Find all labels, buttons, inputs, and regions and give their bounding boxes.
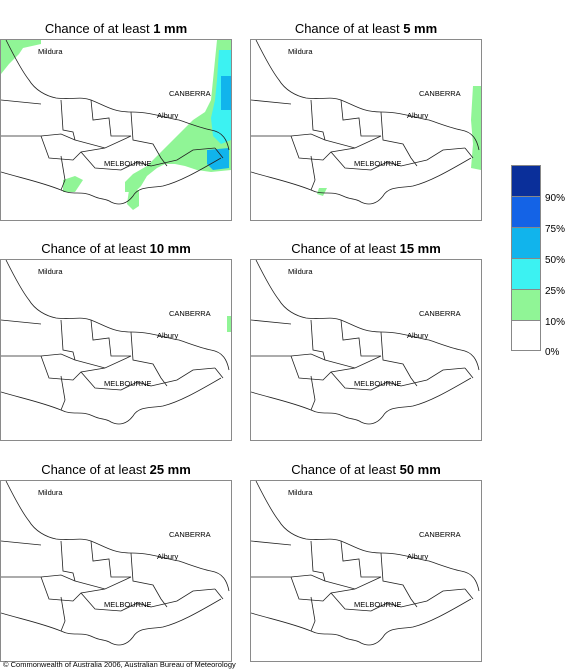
label-canberra: CANBERRA	[169, 309, 211, 318]
label-albury: Albury	[407, 331, 429, 340]
label-albury: Albury	[157, 552, 179, 561]
panel-title-amount: 50 mm	[399, 462, 441, 477]
label-mildura: Mildura	[288, 488, 313, 497]
legend-swatch-50	[511, 227, 541, 258]
label-canberra: CANBERRA	[419, 530, 461, 539]
panel-title-prefix: Chance of at least	[291, 462, 400, 477]
label-mildura: Mildura	[38, 47, 63, 56]
legend-swatch-25	[511, 258, 541, 289]
label-mildura: Mildura	[38, 488, 63, 497]
rain-probability-map-15mm	[251, 260, 480, 425]
panel-title-prefix: Chance of at least	[294, 21, 404, 36]
rain-probability-map-25mm	[1, 481, 230, 646]
label-melbourne: MELBOURNE	[104, 159, 152, 168]
rain-probability-map-1mm	[1, 40, 231, 210]
label-canberra: CANBERRA	[419, 89, 461, 98]
legend-label-50: 50%	[545, 255, 566, 266]
label-mildura: Mildura	[288, 267, 313, 276]
map-50mm: Mildura CANBERRA Albury MELBOURNE	[250, 480, 482, 662]
rain-probability-map-50mm	[251, 481, 480, 646]
legend-swatch-90	[511, 165, 541, 196]
legend-label-75: 75%	[545, 224, 566, 235]
panel-title-prefix: Chance of at least	[41, 241, 150, 256]
panel-title-25mm: Chance of at least 25 mm	[0, 462, 232, 477]
panel-title-amount: 25 mm	[149, 462, 191, 477]
probability-50-75-shading	[207, 76, 231, 170]
label-melbourne: MELBOURNE	[354, 159, 402, 168]
label-melbourne: MELBOURNE	[354, 600, 402, 609]
map-15mm: Mildura CANBERRA Albury MELBOURNE	[250, 259, 482, 441]
rain-probability-map-5mm	[251, 40, 481, 205]
legend-swatch-10	[511, 289, 541, 320]
map-5mm: Mildura CANBERRA Albury MELBOURNE	[250, 39, 482, 221]
label-canberra: CANBERRA	[169, 530, 211, 539]
label-mildura: Mildura	[38, 267, 63, 276]
panel-title-amount: 1 mm	[153, 21, 188, 36]
copyright-notice: © Commonwealth of Australia 2006, Austra…	[3, 660, 236, 669]
panel-title-15mm: Chance of at least 15 mm	[250, 241, 482, 256]
legend-swatch-0	[511, 320, 541, 351]
panel-title-amount: 15 mm	[399, 241, 441, 256]
label-melbourne: MELBOURNE	[104, 600, 152, 609]
label-albury: Albury	[157, 111, 179, 120]
map-10mm: Mildura CANBERRA Albury MELBOURNE	[0, 259, 232, 441]
probability-legend	[511, 165, 541, 351]
label-canberra: CANBERRA	[169, 89, 211, 98]
map-1mm: Mildura CANBERRA Albury MELBOURNE	[0, 39, 232, 221]
panel-title-amount: 10 mm	[149, 241, 191, 256]
label-albury: Albury	[407, 111, 429, 120]
panel-title-amount: 5 mm	[403, 21, 438, 36]
panel-title-50mm: Chance of at least 50 mm	[250, 462, 482, 477]
panel-title-10mm: Chance of at least 10 mm	[0, 241, 232, 256]
probability-10-25-shading	[1, 40, 231, 210]
probability-10-25-shading	[227, 316, 231, 332]
map-25mm: Mildura CANBERRA Albury MELBOURNE	[0, 480, 232, 662]
panel-title-prefix: Chance of at least	[41, 462, 150, 477]
rain-probability-map-10mm	[1, 260, 231, 425]
legend-swatch-75	[511, 196, 541, 227]
panel-title-1mm: Chance of at least 1 mm	[0, 21, 232, 36]
legend-label-10: 10%	[545, 317, 566, 328]
panel-title-prefix: Chance of at least	[291, 241, 400, 256]
label-canberra: CANBERRA	[419, 309, 461, 318]
label-melbourne: MELBOURNE	[104, 379, 152, 388]
label-albury: Albury	[407, 552, 429, 561]
label-mildura: Mildura	[288, 47, 313, 56]
label-albury: Albury	[157, 331, 179, 340]
label-melbourne: MELBOURNE	[354, 379, 402, 388]
panel-title-prefix: Chance of at least	[44, 21, 154, 36]
panel-title-5mm: Chance of at least 5 mm	[250, 21, 482, 36]
legend-label-25: 25%	[545, 286, 566, 297]
legend-label-0: 0%	[545, 347, 560, 358]
legend-label-90: 90%	[545, 193, 566, 204]
